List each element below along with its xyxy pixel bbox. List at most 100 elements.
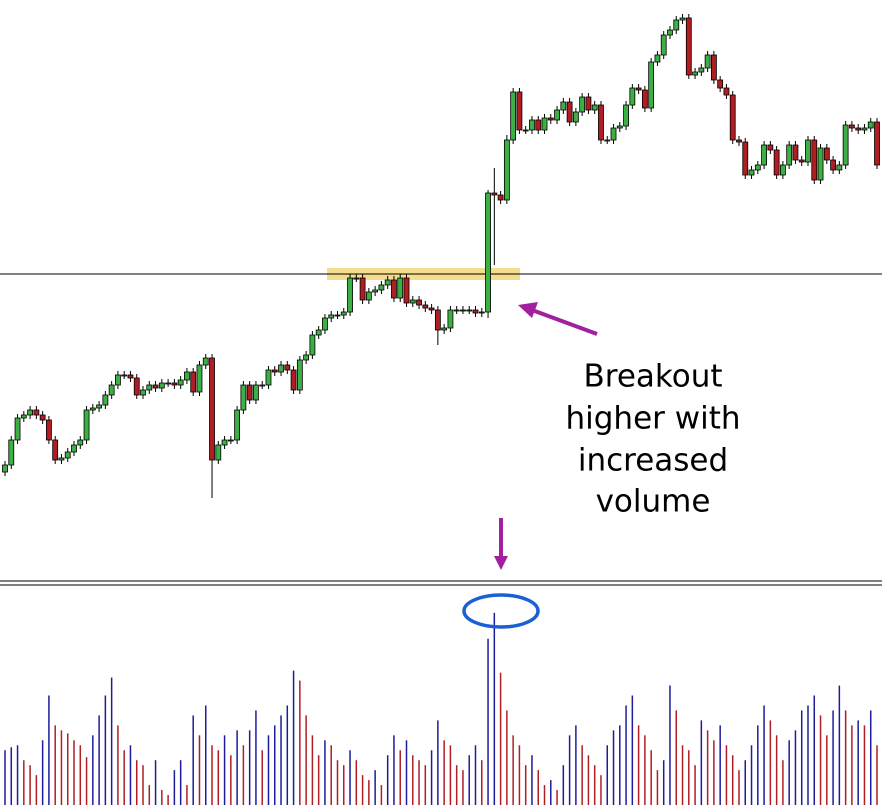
candle-body [566,101,573,123]
candle-body [246,384,253,401]
candle-body [33,409,40,416]
candle-body [428,307,435,311]
highlight-ellipse [462,593,540,629]
candle-body [328,314,335,319]
candle-body [466,309,473,312]
candle-body [447,309,454,329]
candle-body [623,104,629,127]
annotation-line: higher with [565,401,740,437]
candle-body [140,389,146,396]
candle-body [572,111,579,123]
candle-body [340,311,347,316]
candle-body [579,96,586,113]
candle-body [146,384,153,391]
candle-body [641,89,648,109]
candle-body [817,147,824,181]
candle-body [303,354,310,361]
candle-body [177,379,184,386]
candle-body [27,409,33,416]
candle-body [64,451,71,459]
candle-body [767,144,774,151]
candle-body [372,289,379,293]
candle-body [108,384,115,396]
candle-body [547,117,554,121]
candle-body [127,374,134,379]
candle-body [723,87,730,96]
candle-body [290,369,297,391]
candle-body [679,17,686,21]
candle-body [278,364,284,373]
candle-body [849,124,855,129]
candle-body [46,419,52,441]
candle-body [378,284,385,291]
candle-body [384,279,391,286]
candle-body [234,409,241,441]
candle-body [215,444,222,461]
candle-body [8,439,15,466]
candle-body [460,309,466,312]
candle-body [296,359,303,391]
candle-body [698,67,705,73]
candle-body [221,439,228,446]
candle-body [522,129,529,132]
candle-body [202,357,209,366]
candle-body [510,91,517,141]
candle-body [409,299,416,304]
candle-body [39,414,46,421]
annotation-line: Breakout [583,359,722,395]
candle-body [209,357,215,461]
candle-body [823,147,830,161]
candle-body [133,377,140,396]
candle-body [861,127,868,131]
candle-body [397,277,404,299]
arrow [494,518,508,570]
candle-body [792,144,799,161]
candle-body [761,144,767,166]
candle-body [403,277,410,304]
candle-body [604,139,611,142]
candle-body [184,371,190,381]
candle-body [2,464,8,473]
candle-body [347,277,353,313]
arrow [518,302,598,336]
candle-body [322,317,328,331]
candle-body [71,444,77,453]
candle-body [830,159,836,171]
annotation: Breakout higher with increased volume [565,359,740,520]
candle-body [89,407,96,411]
candle-body [96,404,103,409]
candle-body [491,192,498,196]
candle-body [503,139,510,201]
candle-body [535,119,542,131]
candle-body [660,34,667,56]
candle-body [560,101,567,111]
candle-body [786,144,793,166]
candle-body [779,164,786,176]
candle-body [416,299,422,306]
candle-body [309,334,316,356]
candle-body [196,364,203,393]
candle-body [334,314,341,317]
candle-body [717,79,724,89]
candle-body [265,369,272,386]
candle-body [485,192,491,313]
candle-body [240,384,247,411]
candle-body [359,277,366,301]
candle-body [14,417,21,441]
candle-body [171,382,178,386]
candle-body [685,17,692,76]
candle-body [259,384,266,387]
candle-body [855,127,862,131]
candle-body [610,127,617,141]
candle-body [516,91,523,131]
candle-body [585,96,592,111]
candle-body [353,277,360,280]
candle-body [805,139,811,163]
candle-body [754,164,761,171]
candle-body [227,439,234,442]
candle-body [391,279,397,299]
candle-body [77,439,84,446]
candle-body [271,369,278,373]
candle-body [629,87,636,106]
